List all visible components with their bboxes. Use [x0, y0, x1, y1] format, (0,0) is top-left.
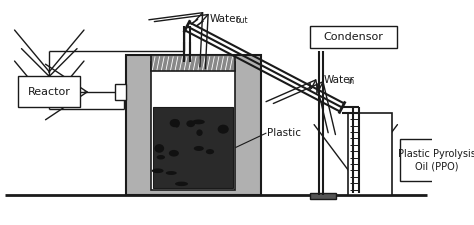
Ellipse shape — [175, 182, 188, 186]
Bar — [151, 62, 236, 190]
Text: Plastic: Plastic — [267, 128, 301, 138]
Ellipse shape — [206, 149, 214, 154]
Ellipse shape — [174, 119, 180, 128]
Bar — [18, 76, 80, 108]
Text: Water: Water — [210, 14, 241, 24]
Text: in: in — [347, 77, 355, 86]
Ellipse shape — [152, 168, 164, 173]
Bar — [310, 26, 397, 48]
Ellipse shape — [192, 119, 205, 124]
Ellipse shape — [166, 171, 177, 175]
Ellipse shape — [194, 146, 204, 151]
Bar — [126, 56, 261, 195]
Text: Plastic Pyrolysis
Oil (PPO): Plastic Pyrolysis Oil (PPO) — [398, 149, 474, 172]
Text: Reactor: Reactor — [28, 87, 71, 97]
Ellipse shape — [156, 155, 165, 160]
Ellipse shape — [155, 144, 164, 153]
Ellipse shape — [169, 150, 179, 157]
Bar — [151, 56, 236, 71]
Bar — [153, 108, 233, 188]
Ellipse shape — [186, 120, 195, 127]
Ellipse shape — [196, 129, 203, 136]
Ellipse shape — [170, 119, 180, 127]
Bar — [310, 193, 336, 199]
Bar — [400, 140, 474, 181]
Text: Condensor: Condensor — [324, 32, 383, 42]
Ellipse shape — [218, 125, 229, 134]
Bar — [115, 84, 126, 100]
Text: Water: Water — [324, 75, 355, 85]
Text: out: out — [236, 16, 248, 25]
Bar — [348, 113, 392, 195]
